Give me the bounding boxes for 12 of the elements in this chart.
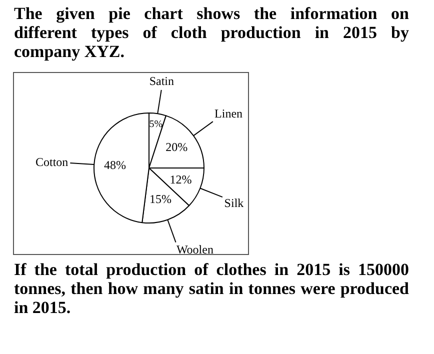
data-label: 20%: [166, 140, 188, 154]
text: If the total production of clothes in 2015 is 150000 tonnes, then how many satin in tonnes were produced in 2015.: [14, 260, 409, 317]
slice-label: Woolen: [176, 242, 214, 256]
slice-label: Satin: [149, 74, 174, 88]
data-label: 5%: [149, 119, 163, 130]
slice-label: Silk: [224, 196, 244, 210]
data-label: 15%: [150, 192, 172, 206]
data-label: 12%: [170, 172, 192, 187]
data-label: 48%: [104, 158, 126, 172]
chart-title: The given pie chart shows the information on different types of cloth production in 2015 by company XYZ.: [14, 4, 409, 61]
slice-label: Cotton: [35, 155, 68, 170]
slice-label: Linen: [214, 106, 243, 121]
